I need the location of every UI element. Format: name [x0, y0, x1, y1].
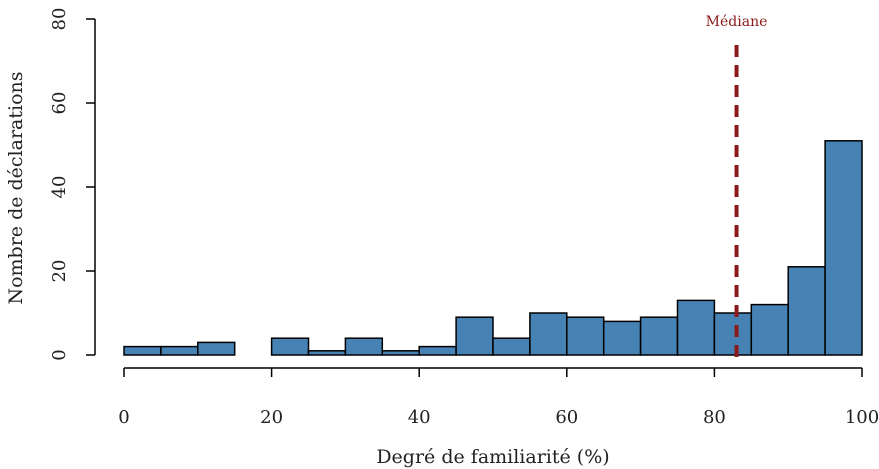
x-tick-label: 20: [260, 407, 283, 428]
histogram-bar-55-60: [529, 312, 568, 356]
histogram-bar-5-10: [160, 345, 199, 356]
histogram-bar-50-55: [492, 337, 531, 356]
y-axis: 0 20 40 60 80: [49, 8, 96, 361]
histogram-bar-45-50: [455, 316, 494, 356]
histogram-bar-40-45: [418, 345, 457, 356]
histogram-bar-95-100: [824, 140, 863, 356]
x-axis-label: Degré de familiarité (%): [376, 446, 609, 468]
x-tick-label: 80: [703, 407, 726, 428]
histogram-bar-0-5: [123, 345, 162, 356]
histogram-bar-70-75: [639, 316, 679, 356]
y-tick-label: 80: [49, 8, 70, 31]
median-group: Médiane: [706, 14, 768, 357]
y-tick-label: 60: [49, 92, 70, 115]
x-axis: 0 20 40 60 80 100: [118, 367, 879, 428]
histogram-bar-90-95: [787, 266, 826, 356]
histogram-bar-20-25: [270, 337, 310, 356]
histogram-bar-65-70: [602, 320, 642, 356]
x-tick-label: 0: [118, 407, 129, 428]
histogram-bar-80-85: [713, 312, 753, 356]
histogram-bar-60-65: [566, 316, 605, 356]
x-tick-label: 100: [845, 407, 879, 428]
histogram-bar-10-15: [197, 341, 236, 356]
bars-group: [123, 140, 863, 356]
histogram-bar-85-90: [750, 303, 789, 356]
x-tick-label: 60: [555, 407, 578, 428]
histogram-bar-35-40: [381, 350, 420, 356]
x-tick-label: 40: [408, 407, 431, 428]
y-axis-label: Nombre de déclarations: [5, 71, 27, 304]
median-label: Médiane: [706, 14, 768, 30]
y-tick-label: 20: [49, 260, 70, 283]
histogram-bar-75-80: [676, 299, 716, 356]
histogram-bar-25-30: [307, 350, 347, 356]
histogram-bar-30-35: [344, 337, 384, 356]
y-tick-label: 40: [49, 176, 70, 199]
y-tick-label: 0: [49, 349, 70, 360]
